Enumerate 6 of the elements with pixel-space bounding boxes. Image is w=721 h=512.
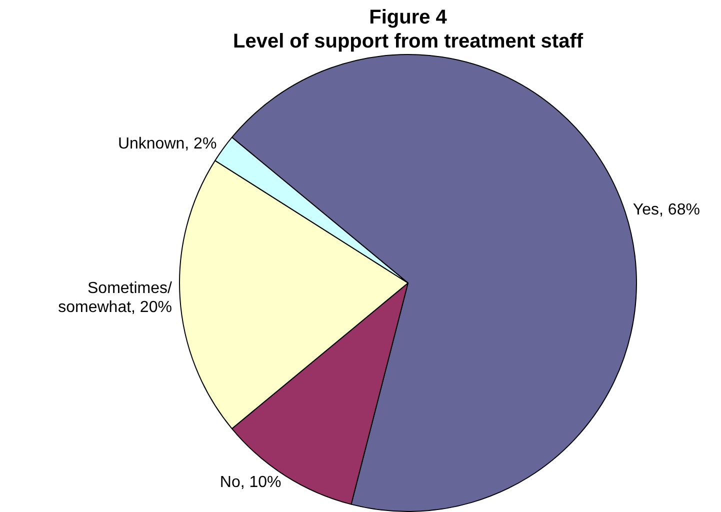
chart-title: Figure 4 <box>369 6 448 29</box>
slice-label: Unknown, 2% <box>118 135 217 152</box>
slice-label: Yes, 68% <box>632 201 700 218</box>
slice-label: No, 10% <box>220 474 282 492</box>
chart-subtitle: Level of support from treatment staff <box>232 30 584 53</box>
slice-label: Sometimes/ somewhat, 20% <box>58 280 173 316</box>
